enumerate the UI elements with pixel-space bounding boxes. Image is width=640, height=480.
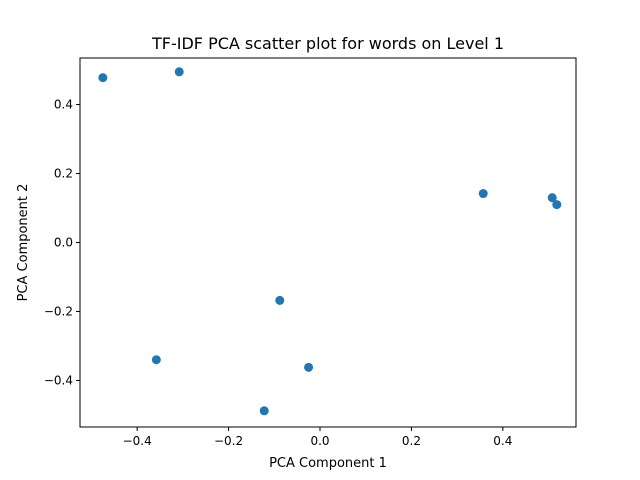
scatter-point — [174, 67, 184, 77]
y-tick-label: 0.2 — [54, 167, 73, 181]
scatter-point — [547, 193, 557, 203]
y-tick-label: 0.0 — [54, 236, 73, 250]
y-tick-label: −0.2 — [44, 304, 73, 318]
y-axis: −0.4 −0.2 0.0 0.2 0.4 — [44, 98, 80, 387]
x-tick-label: 0.2 — [402, 434, 421, 448]
scatter-point — [98, 73, 108, 83]
scatter-point — [304, 362, 314, 372]
x-axis: −0.4 −0.2 0.0 0.2 0.4 — [123, 427, 512, 448]
y-axis-label: PCA Component 2 — [16, 184, 31, 302]
x-tick-label: −0.2 — [214, 434, 243, 448]
scatter-point — [478, 189, 488, 199]
plot-area — [98, 67, 562, 416]
x-axis-label: PCA Component 1 — [269, 456, 387, 471]
y-tick-label: −0.4 — [44, 373, 73, 387]
scatter-point — [275, 295, 285, 305]
chart-title: TF-IDF PCA scatter plot for words on Lev… — [151, 34, 504, 53]
x-tick-label: 0.0 — [310, 434, 329, 448]
y-tick-label: 0.4 — [54, 98, 73, 112]
scatter-point — [259, 406, 269, 416]
scatter-point — [552, 200, 562, 210]
scatter-point — [151, 355, 161, 365]
x-tick-label: 0.4 — [493, 434, 512, 448]
plot-frame — [79, 57, 577, 428]
x-tick-label: −0.4 — [123, 434, 152, 448]
